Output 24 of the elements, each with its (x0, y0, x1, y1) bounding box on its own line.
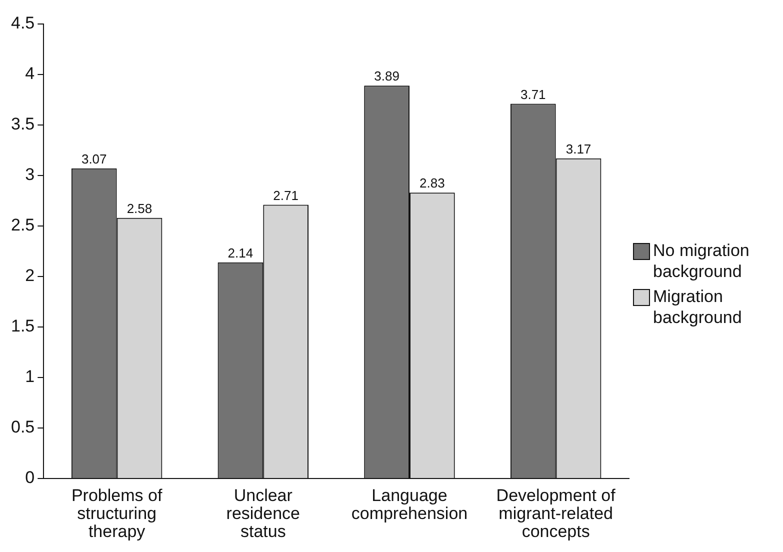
data-label: 3.07 (81, 151, 107, 166)
x-tick-label: Language comprehension (351, 486, 468, 523)
legend-label: No migration background (653, 240, 750, 282)
legend-label: Migration background (653, 286, 743, 328)
data-label: 3.17 (566, 141, 592, 156)
y-tick-label: 3.5 (10, 114, 35, 134)
y-tick-label: 1.5 (10, 316, 35, 336)
data-label: 2.83 (420, 176, 445, 191)
data-label: 2.58 (126, 200, 152, 216)
y-tick-label: 2.5 (10, 216, 35, 235)
data-label: 2.14 (228, 245, 254, 260)
data-label: 2.71 (273, 188, 298, 203)
y-tick-label: 2 (25, 266, 35, 286)
y-tick-label: 1 (25, 367, 35, 386)
y-tick-label: 3 (25, 165, 35, 184)
y-tick-label: 4.5 (10, 14, 35, 33)
y-tick-label: 0 (25, 468, 35, 488)
data-label: 3.71 (520, 86, 546, 102)
x-tick-label: Development of migrant-related concepts (496, 486, 616, 541)
x-tick-label: Unclear residence status (226, 486, 300, 541)
y-tick-label: 0.5 (10, 418, 35, 437)
x-tick-label: Problems of structuring therapy (71, 486, 162, 541)
y-tick-label: 4 (25, 64, 35, 84)
data-label: 3.89 (374, 68, 400, 84)
